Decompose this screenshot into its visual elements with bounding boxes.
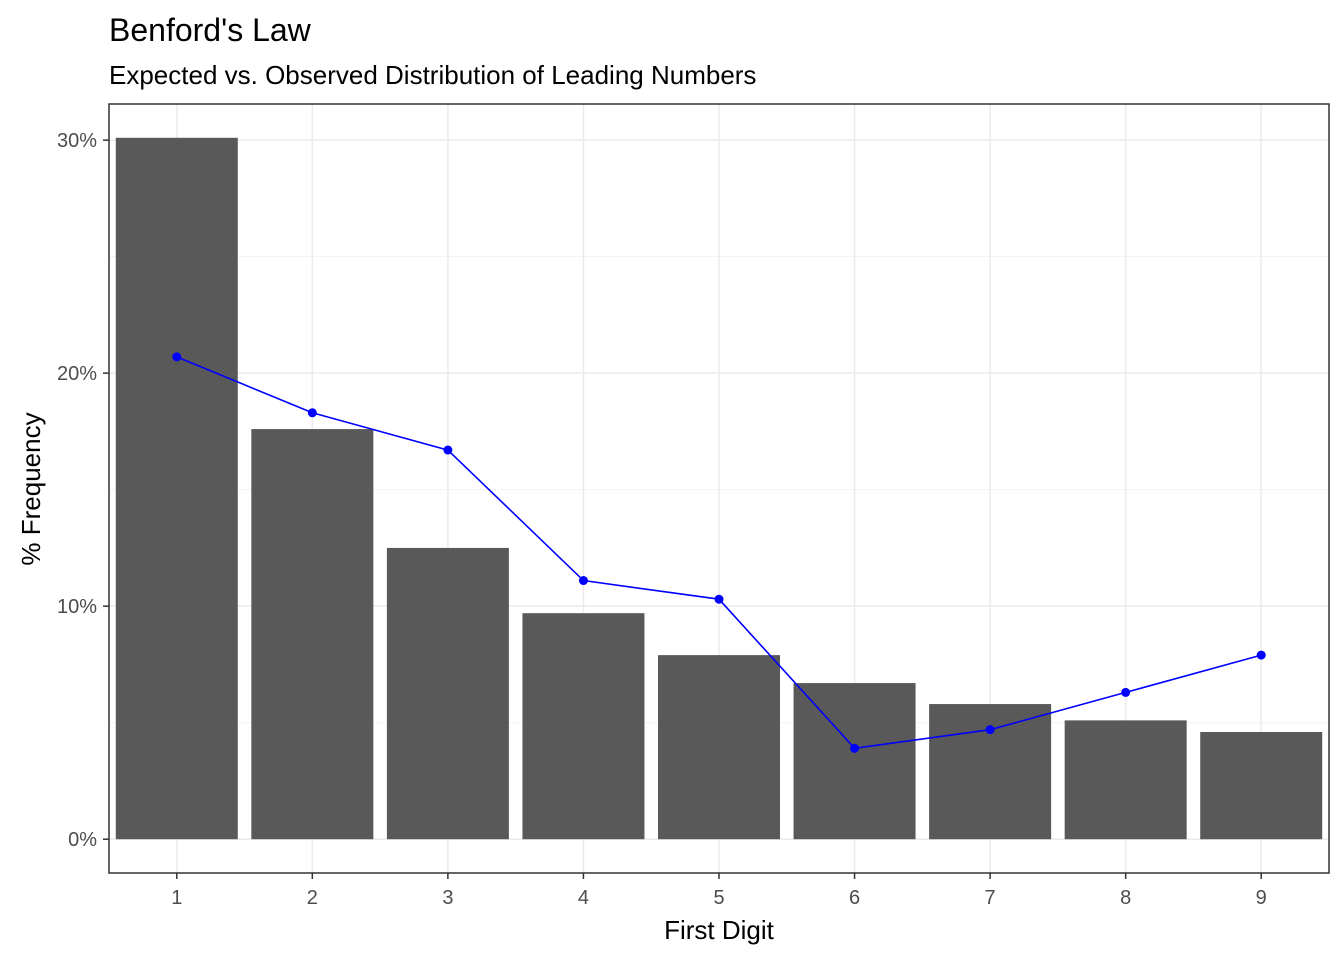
expected-point-digit-7 [985, 725, 995, 735]
chart-title: Benford's Law [109, 12, 312, 48]
x-tick-label: 7 [985, 887, 996, 909]
y-axis: 0% 10% 20% 30% [57, 130, 109, 851]
bar-digit-5 [658, 655, 780, 840]
expected-line [172, 352, 1266, 753]
x-tick-label: 5 [713, 887, 724, 909]
bar-digit-1 [115, 137, 238, 840]
bar-digit-8 [1064, 720, 1187, 840]
bar-digit-4 [522, 613, 645, 840]
expected-point-digit-4 [578, 576, 588, 586]
y-tick-label: 20% [57, 363, 97, 385]
expected-point-digit-8 [1121, 687, 1131, 697]
plot-area [108, 103, 1330, 874]
bar-digit-6 [793, 683, 916, 840]
x-tick-label: 2 [307, 887, 318, 909]
expected-point-digit-1 [172, 352, 182, 362]
bar-digit-9 [1200, 732, 1323, 840]
x-tick-label: 4 [578, 887, 589, 909]
x-tick-label: 6 [849, 887, 860, 909]
chart-subtitle: Expected vs. Observed Distribution of Le… [109, 60, 756, 90]
x-tick-label: 8 [1120, 887, 1131, 909]
x-axis-title: First Digit [664, 915, 775, 945]
expected-point-digit-5 [714, 594, 724, 604]
expected-point-digit-2 [307, 408, 317, 418]
expected-point-digit-6 [850, 743, 860, 753]
bar-digit-3 [386, 547, 509, 840]
y-tick-label: 10% [57, 596, 97, 618]
x-tick-label: 3 [442, 887, 453, 909]
bar-digit-7 [929, 704, 1052, 840]
y-axis-title: % Frequency [16, 412, 46, 565]
y-tick-label: 30% [57, 130, 97, 152]
x-tick-label: 1 [171, 887, 182, 909]
x-tick-label: 9 [1256, 887, 1267, 909]
x-axis: 1 2 3 4 5 6 7 8 9 [171, 873, 1267, 909]
expected-point-digit-3 [443, 445, 453, 455]
expected-point-digit-9 [1256, 650, 1266, 660]
bar-digit-2 [251, 429, 374, 840]
y-tick-label: 0% [68, 829, 97, 851]
observed-bars [115, 137, 1323, 840]
